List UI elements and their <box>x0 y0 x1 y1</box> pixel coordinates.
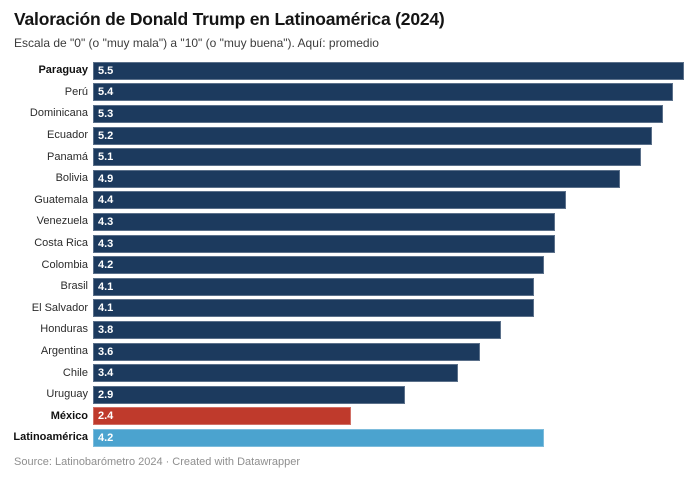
bar-value-label: 4.3 <box>98 215 114 228</box>
category-label: Chile <box>62 366 88 379</box>
chart-row: Venezuela 4.3 <box>0 211 684 233</box>
footer-separator: · <box>165 456 170 468</box>
bar-value-label: 4.3 <box>98 237 114 250</box>
chart-row: Uruguay 2.9 <box>0 384 684 406</box>
bar: 3.8 <box>93 320 502 339</box>
category-label: Panamá <box>47 150 88 163</box>
category-label: El Salvador <box>31 301 88 314</box>
chart-row: Perú 5.4 <box>0 82 684 104</box>
bar: 4.3 <box>93 234 556 253</box>
bar-track: 3.8 <box>93 320 684 339</box>
bar: 4.2 <box>93 256 545 275</box>
bar-value-label: 2.9 <box>98 388 114 401</box>
page-title: Valoración de Donald Trump en Latinoamér… <box>14 9 445 29</box>
bar-track: 4.4 <box>93 191 684 210</box>
category-label: México <box>50 409 88 422</box>
chart-row: Ecuador 5.2 <box>0 125 684 147</box>
bar-value-label: 3.8 <box>98 323 114 336</box>
bar-value-label: 5.2 <box>98 129 114 142</box>
category-label: Brasil <box>60 280 88 293</box>
chart-row: Brasil 4.1 <box>0 276 684 298</box>
bar-value-label: 5.4 <box>98 86 114 99</box>
bar-track: 5.2 <box>93 126 684 145</box>
bar-track: 5.4 <box>93 83 684 102</box>
bar-chart: Paraguay 5.5 Perú 5.4 Dominicana 5.3 Ecuador 5.… <box>0 60 684 449</box>
bar: 3.4 <box>93 364 459 383</box>
chart-row: Colombia 4.2 <box>0 254 684 276</box>
chart-row: Guatemala 4.4 <box>0 190 684 212</box>
bar-value-label: 3.6 <box>98 345 114 358</box>
credit-text: Created with Datawrapper <box>172 456 301 468</box>
bar-value-label: 5.3 <box>98 107 114 120</box>
bar-value-label: 4.2 <box>98 431 114 444</box>
chart-row: Latinoamérica 4.2 <box>0 427 684 449</box>
source-text: Source: Latinobarómetro 2024 <box>14 456 163 468</box>
bar-value-label: 4.1 <box>98 280 114 293</box>
bar-track: 2.4 <box>93 407 684 426</box>
chart-row: Paraguay 5.5 <box>0 60 684 82</box>
category-label: Argentina <box>40 345 88 358</box>
bar: 4.2 <box>93 428 545 447</box>
bar-track: 4.1 <box>93 299 684 318</box>
category-label: Ecuador <box>47 129 88 142</box>
bar: 5.5 <box>93 61 684 80</box>
bar-track: 3.4 <box>93 364 684 383</box>
category-label: Dominicana <box>29 107 88 120</box>
bar-track: 4.3 <box>93 212 684 231</box>
bar-value-label: 3.4 <box>98 367 114 380</box>
bar-value-label: 4.1 <box>98 302 114 315</box>
bar-track: 4.2 <box>93 428 684 447</box>
bar-track: 5.1 <box>93 148 684 167</box>
category-label: Venezuela <box>36 215 88 228</box>
bar-track: 2.9 <box>93 385 684 404</box>
category-label: Honduras <box>40 323 88 336</box>
category-label: Perú <box>64 85 88 98</box>
bar: 4.4 <box>93 191 566 210</box>
bar: 4.9 <box>93 169 620 188</box>
category-label: Paraguay <box>38 64 88 77</box>
bar: 5.1 <box>93 148 642 167</box>
category-label: Latinoamérica <box>13 431 88 444</box>
bar: 4.3 <box>93 212 556 231</box>
category-label: Bolivia <box>55 172 88 185</box>
bar-value-label: 4.9 <box>98 172 114 185</box>
bar-value-label: 5.1 <box>98 151 114 164</box>
chart-row: Argentina 3.6 <box>0 341 684 363</box>
bar-track: 4.9 <box>93 169 684 188</box>
chart-row: Dominicana 5.3 <box>0 103 684 125</box>
bar-value-label: 2.4 <box>98 410 114 423</box>
bar: 4.1 <box>93 299 534 318</box>
chart-row: Costa Rica 4.3 <box>0 233 684 255</box>
bar-track: 5.3 <box>93 104 684 123</box>
bar-track: 5.5 <box>93 61 684 80</box>
category-label: Uruguay <box>46 388 88 401</box>
bar: 2.9 <box>93 385 405 404</box>
bar: 5.3 <box>93 104 663 123</box>
bar: 3.6 <box>93 342 480 361</box>
bar: 2.4 <box>93 407 351 426</box>
category-label: Guatemala <box>34 193 88 206</box>
chart-row: México 2.4 <box>0 406 684 428</box>
bar-value-label: 4.2 <box>98 259 114 272</box>
chart-row: Panamá 5.1 <box>0 146 684 168</box>
bar-value-label: 4.4 <box>98 194 114 207</box>
bar-value-label: 5.5 <box>98 64 114 77</box>
bar: 4.1 <box>93 277 534 296</box>
bar-track: 4.3 <box>93 234 684 253</box>
bar-track: 4.1 <box>93 277 684 296</box>
bar-track: 4.2 <box>93 256 684 275</box>
category-label: Colombia <box>41 258 88 271</box>
bar: 5.2 <box>93 126 652 145</box>
bar-track: 3.6 <box>93 342 684 361</box>
chart-row: El Salvador 4.1 <box>0 298 684 320</box>
page-subtitle: Escala de "0" (o "muy mala") a "10" (o "… <box>14 36 379 50</box>
chart-row: Chile 3.4 <box>0 362 684 384</box>
chart-row: Bolivia 4.9 <box>0 168 684 190</box>
category-label: Costa Rica <box>34 237 88 250</box>
chart-row: Honduras 3.8 <box>0 319 684 341</box>
bar: 5.4 <box>93 83 674 102</box>
footer: Source: Latinobarómetro 2024 · Created wit… <box>14 456 300 468</box>
